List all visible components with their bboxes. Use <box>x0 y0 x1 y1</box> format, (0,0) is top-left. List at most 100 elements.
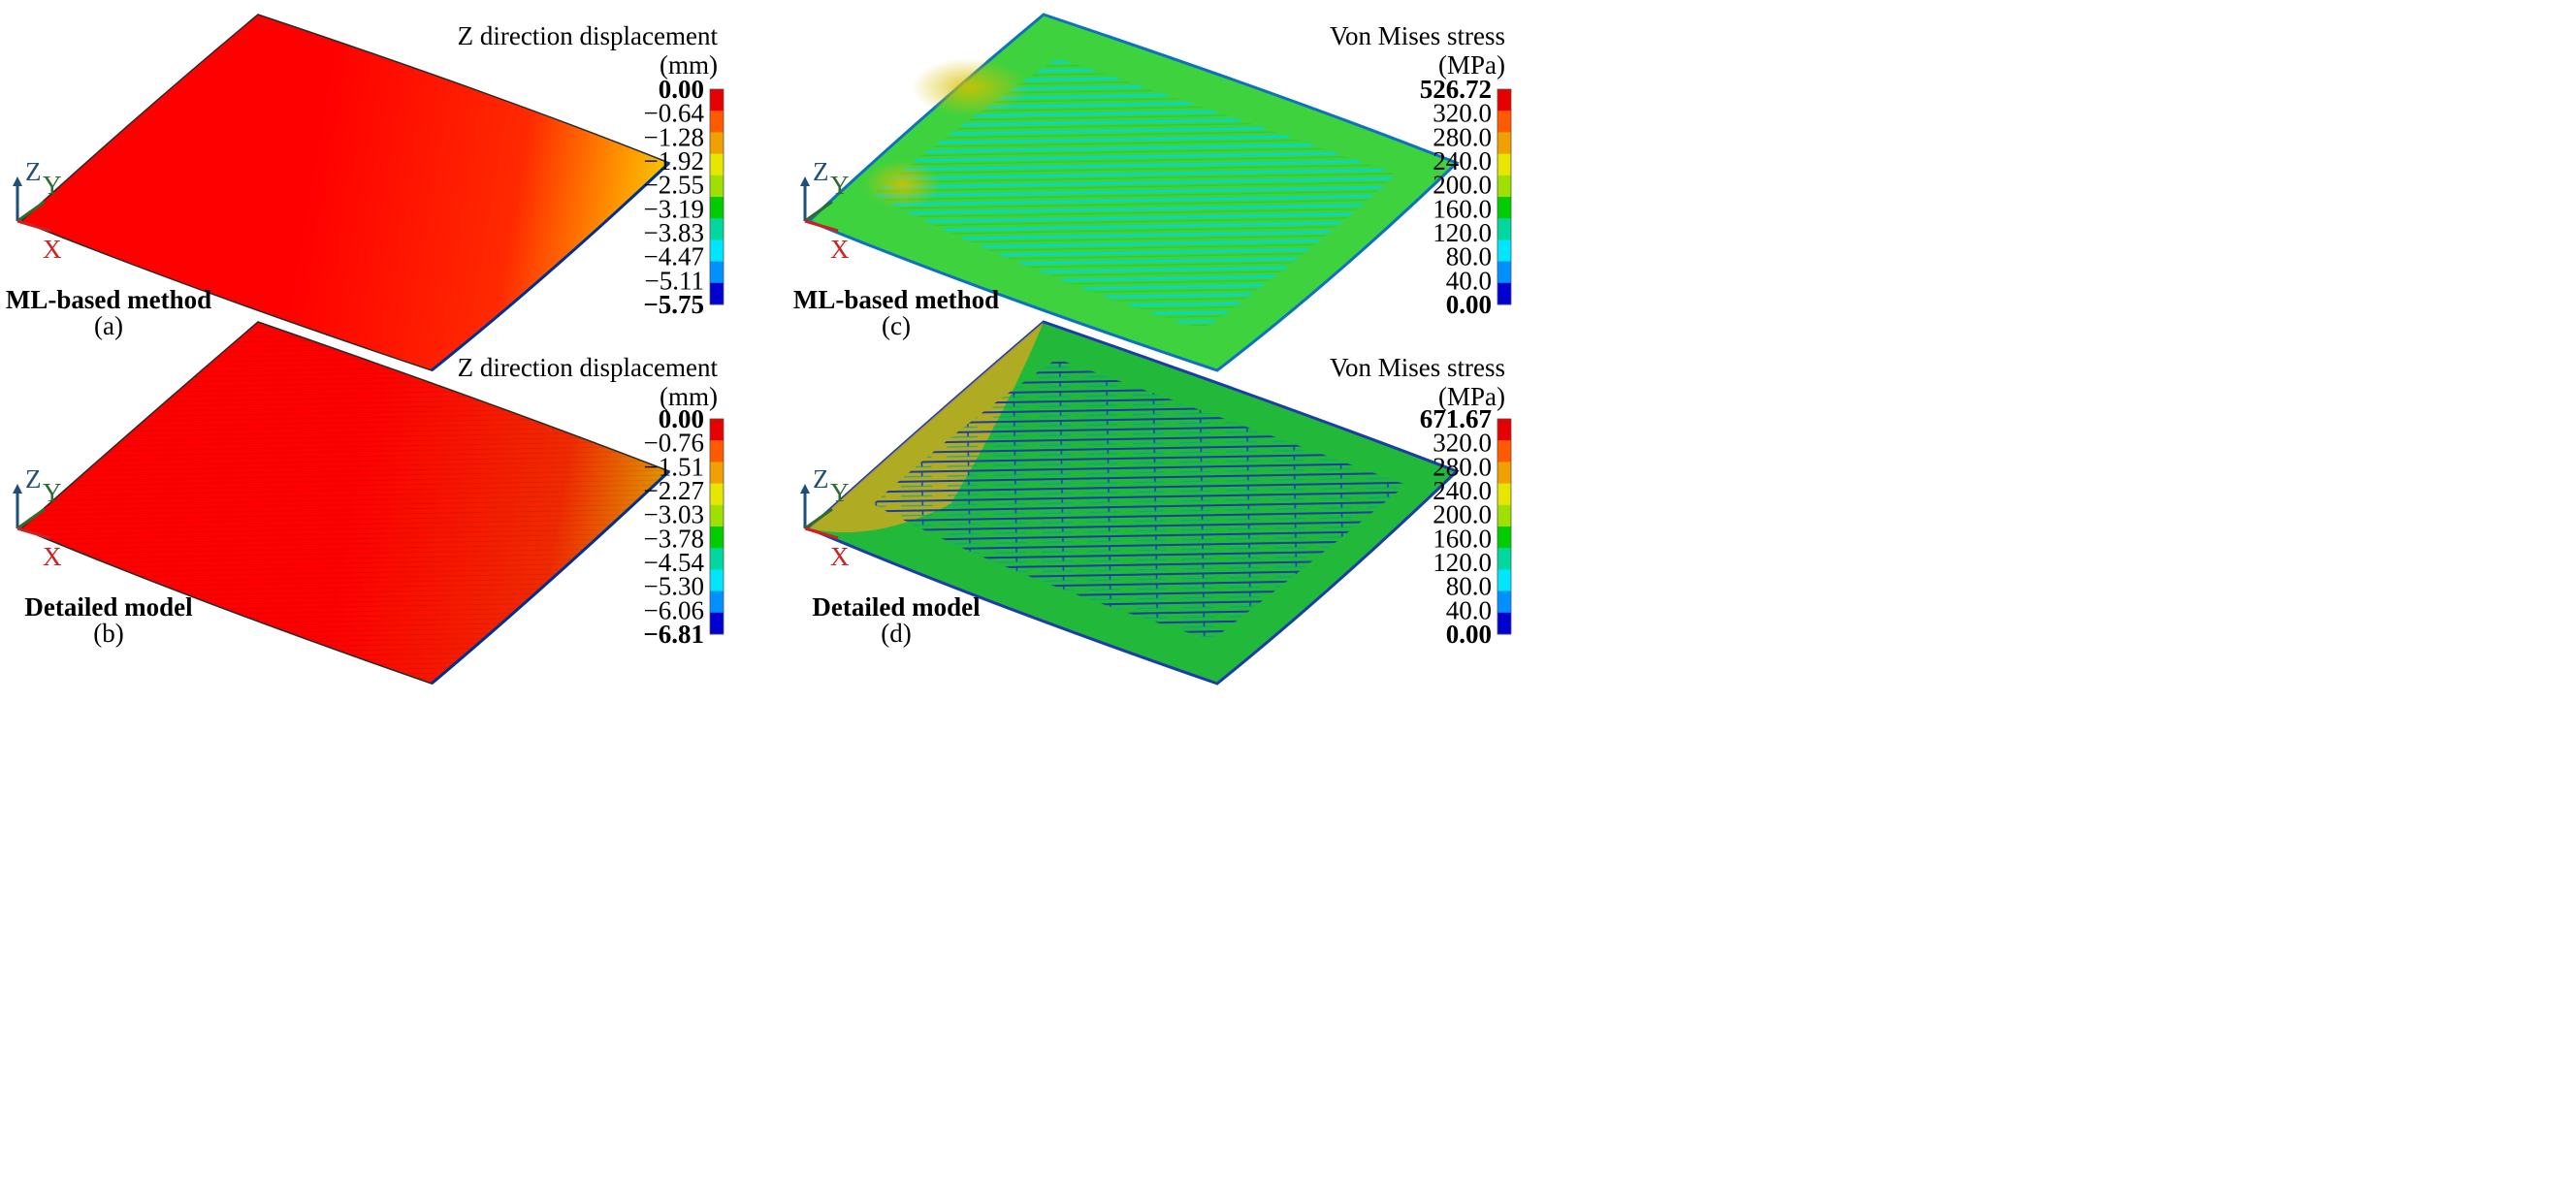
colorbar-band-c-5 <box>1497 197 1511 219</box>
colorbar-band-b-1 <box>710 440 724 462</box>
axis-z-arrow-0 <box>13 176 22 186</box>
legend-unit-a: (mm) <box>660 50 718 80</box>
colorbar-label-d-6: 120.0 <box>1433 548 1492 577</box>
colorbar-label-b-4: −3.03 <box>644 500 704 529</box>
colorbar-band-a-4 <box>710 175 724 198</box>
colorbar-label-a-2: −1.28 <box>644 122 704 151</box>
plate-c-hotspot-2 <box>863 160 941 208</box>
legend-title-c: Von Mises stress <box>1330 21 1505 50</box>
colorbar-label-d-2: 280.0 <box>1433 452 1492 481</box>
colorbar-band-a-0 <box>710 89 724 112</box>
colorbar-band-a-2 <box>710 132 724 155</box>
plate-c-stiffeners <box>873 58 1397 330</box>
colorbar-band-d-5 <box>1497 526 1511 549</box>
axis-y-line-0 <box>16 200 46 223</box>
colorbar-band-d-3 <box>1497 483 1511 506</box>
colorbar-band-d-0 <box>1497 419 1511 441</box>
colorbar-band-a-8 <box>710 261 724 284</box>
method-caption-c: ML-based method <box>793 285 999 314</box>
colorbar-label-c-4: 200.0 <box>1433 171 1492 200</box>
colorbar-band-a-7 <box>710 239 724 263</box>
axis-z-label-1: Z <box>25 464 42 494</box>
legend-unit-c: (MPa) <box>1438 50 1505 80</box>
colorbar-band-c-3 <box>1497 153 1511 176</box>
colorbar-band-d-6 <box>1497 548 1511 570</box>
colorbar-label-d-9: 0.00 <box>1446 620 1492 649</box>
colorbar-label-b-9: −6.81 <box>643 620 704 649</box>
axis-x-label-3: X <box>830 542 850 571</box>
panel-letter-d: (d) <box>881 619 911 648</box>
colorbar-label-d-4: 200.0 <box>1433 500 1492 529</box>
axis-y-label-0: Y <box>43 171 62 200</box>
panel-a-plot <box>19 14 671 372</box>
colorbar-band-b-5 <box>710 526 724 549</box>
colorbar-label-a-3: −1.92 <box>644 146 704 175</box>
colorbar-band-b-9 <box>710 612 724 635</box>
colorbar-label-a-1: −0.64 <box>644 99 705 128</box>
colorbar-band-d-2 <box>1497 462 1511 485</box>
colorbar-band-c-0 <box>1497 89 1511 112</box>
colorbar-label-d-3: 240.0 <box>1433 476 1492 505</box>
colorbar-label-b-5: −3.78 <box>644 524 704 553</box>
colorbar-label-c-2: 280.0 <box>1433 122 1492 151</box>
panel-letter-c: (c) <box>882 311 911 340</box>
colorbar-band-c-7 <box>1497 239 1511 263</box>
colorbar-band-c-2 <box>1497 132 1511 155</box>
colorbar-band-b-7 <box>710 569 724 592</box>
axis-z-arrow-1 <box>13 484 22 494</box>
colorbar-band-c-6 <box>1497 218 1511 240</box>
colorbar-band-b-6 <box>710 548 724 570</box>
axis-x-line-3 <box>804 526 839 540</box>
panel-b-plot <box>19 321 671 686</box>
colorbar-label-a-4: −2.55 <box>644 171 704 200</box>
axis-z-label-0: Z <box>25 157 42 186</box>
colorbar-label-c-7: 80.0 <box>1446 242 1492 271</box>
axis-x-label-1: X <box>43 542 62 571</box>
colorbars: 0.00−0.64−1.28−1.92−2.55−3.19−3.83−4.47−… <box>643 75 1512 649</box>
axis-x-line-2 <box>804 219 839 233</box>
colorbar-label-a-5: −3.19 <box>644 194 704 223</box>
colorbar-label-d-5: 160.0 <box>1433 524 1492 553</box>
axis-x-line-1 <box>16 526 51 540</box>
colorbar-band-d-7 <box>1497 569 1511 592</box>
colorbar-label-c-5: 160.0 <box>1433 194 1492 223</box>
colorbar-label-b-2: −1.51 <box>644 452 704 481</box>
colorbar-band-d-9 <box>1497 612 1511 635</box>
colorbar-label-d-8: 40.0 <box>1446 595 1492 624</box>
axis-y-label-2: Y <box>830 171 850 200</box>
colorbar-label-b-3: −2.27 <box>644 476 704 505</box>
colorbar-band-d-1 <box>1497 440 1511 462</box>
plate-b-stiffeners <box>21 322 669 684</box>
legend-unit-d: (MPa) <box>1438 382 1505 411</box>
method-caption-d: Detailed model <box>812 592 981 622</box>
colorbar-label-d-0: 671.67 <box>1420 404 1492 433</box>
axis-y-line-1 <box>16 507 46 530</box>
colorbar-band-a-1 <box>710 111 724 133</box>
colorbar-frame-a <box>709 88 724 305</box>
colorbar-label-b-8: −6.06 <box>644 595 704 624</box>
axis-y-label-1: Y <box>43 478 62 507</box>
colorbar-label-b-0: 0.00 <box>659 404 704 433</box>
legend-title-a: Z direction displacement <box>458 21 719 50</box>
colorbar-label-c-6: 120.0 <box>1433 218 1492 247</box>
colorbar-band-b-8 <box>710 590 724 614</box>
colorbar-band-b-2 <box>710 462 724 485</box>
colorbar-label-b-1: −0.76 <box>644 429 704 458</box>
colorbar-band-a-3 <box>710 153 724 176</box>
colorbar-band-b-0 <box>710 419 724 441</box>
axis-z-label-3: Z <box>813 464 829 494</box>
axis-y-line-3 <box>804 507 833 530</box>
axis-triads: Z YXZ YXZ YXZ YX <box>13 157 850 571</box>
colorbar-band-b-4 <box>710 504 724 527</box>
colorbar-band-c-1 <box>1497 111 1511 133</box>
colorbar-label-c-0: 526.72 <box>1420 75 1492 104</box>
colorbar-label-c-3: 240.0 <box>1433 146 1492 175</box>
method-caption-b: Detailed model <box>24 592 193 622</box>
colorbar-band-a-9 <box>710 282 724 305</box>
plate-a-edge <box>431 161 671 372</box>
colorbar-label-c-8: 40.0 <box>1446 266 1492 295</box>
colorbar-label-c-9: 0.00 <box>1446 290 1492 319</box>
colorbar-band-b-3 <box>710 483 724 506</box>
panel-letter-a: (a) <box>94 311 123 340</box>
colorbar-label-a-7: −4.47 <box>644 242 704 271</box>
